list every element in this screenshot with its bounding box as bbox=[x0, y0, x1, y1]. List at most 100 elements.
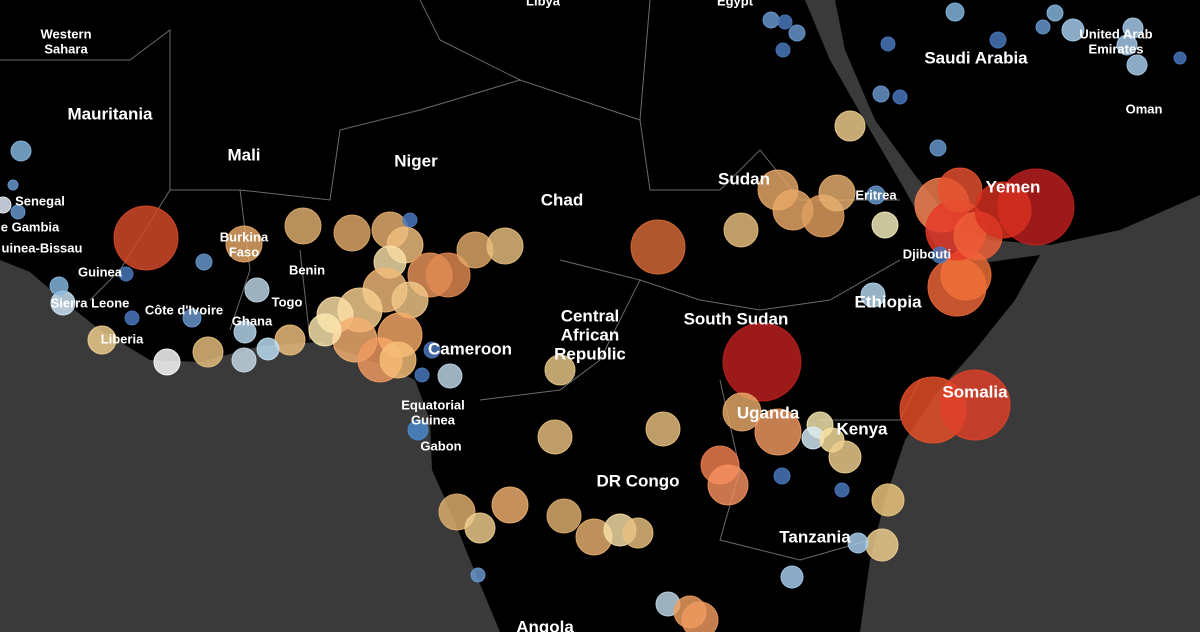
bubble bbox=[989, 31, 1007, 49]
place-label: Oman bbox=[1126, 101, 1163, 116]
bubble bbox=[470, 567, 486, 583]
place-label: Togo bbox=[272, 294, 303, 309]
bubble bbox=[871, 211, 899, 239]
bubble bbox=[788, 24, 806, 42]
bubble bbox=[722, 322, 802, 402]
place-label: Benin bbox=[289, 262, 325, 277]
bubble bbox=[681, 601, 719, 632]
bubble bbox=[754, 408, 802, 456]
bubble bbox=[762, 11, 780, 29]
place-label: Burkina bbox=[220, 229, 269, 244]
place-label: Uganda bbox=[737, 403, 800, 422]
bubble bbox=[423, 341, 441, 359]
place-label: Chad bbox=[541, 190, 584, 209]
place-label: Yemen bbox=[986, 177, 1041, 196]
place-label: Niger bbox=[394, 151, 438, 170]
place-label: Libya bbox=[526, 0, 561, 8]
bubble bbox=[391, 281, 429, 319]
place-label: Mali bbox=[227, 145, 260, 164]
bubble bbox=[0, 196, 12, 214]
bubble bbox=[491, 486, 529, 524]
bubble bbox=[407, 419, 429, 441]
bubble bbox=[544, 354, 576, 386]
place-label: Central bbox=[561, 306, 620, 325]
bubble bbox=[1061, 18, 1085, 42]
bubble bbox=[828, 440, 862, 474]
bubble bbox=[379, 341, 417, 379]
place-label: United Arab bbox=[1079, 26, 1152, 41]
place-label: Emirates bbox=[1089, 41, 1144, 56]
bubble bbox=[1046, 4, 1064, 22]
place-label: Sierra Leone bbox=[51, 295, 130, 310]
bubble bbox=[274, 324, 306, 356]
place-label: Angola bbox=[516, 617, 574, 632]
bubble bbox=[425, 252, 471, 298]
bubble bbox=[834, 110, 866, 142]
bubble bbox=[834, 482, 850, 498]
place-label: Eritrea bbox=[855, 187, 897, 202]
bubble bbox=[231, 347, 257, 373]
bubble bbox=[892, 89, 908, 105]
bubble bbox=[402, 212, 418, 228]
place-label: Senegal bbox=[15, 193, 65, 208]
place-label: Mauritania bbox=[67, 104, 153, 123]
bubble bbox=[865, 528, 899, 562]
place-label: African bbox=[561, 325, 620, 344]
bubble bbox=[49, 276, 69, 296]
bubble bbox=[10, 140, 32, 162]
place-label: Republic bbox=[554, 344, 626, 363]
bubble bbox=[308, 313, 342, 347]
bubble bbox=[233, 320, 257, 344]
place-label: Liberia bbox=[101, 331, 144, 346]
place-label: Cameroon bbox=[428, 339, 512, 358]
place-label: Guinea bbox=[78, 264, 123, 279]
bubble bbox=[546, 498, 582, 534]
bubble bbox=[414, 367, 430, 383]
bubble bbox=[225, 225, 263, 263]
bubble bbox=[939, 369, 1011, 441]
bubble bbox=[256, 337, 280, 361]
place-label: Guinea bbox=[411, 412, 456, 427]
place-label: Kenya bbox=[836, 419, 888, 438]
place-label: Somalia bbox=[942, 382, 1008, 401]
bubble bbox=[847, 532, 869, 554]
place-label: Tanzania bbox=[779, 527, 851, 546]
bubble bbox=[153, 348, 181, 376]
place-label: Equatorial bbox=[401, 397, 465, 412]
bubble bbox=[866, 185, 886, 205]
bubble bbox=[87, 325, 117, 355]
bubble bbox=[537, 419, 573, 455]
bubble bbox=[182, 308, 202, 328]
bubble bbox=[284, 207, 322, 245]
place-label: DR Congo bbox=[596, 471, 679, 490]
bubble bbox=[645, 411, 681, 447]
place-label: uinea-Bissau bbox=[2, 240, 83, 255]
bubble bbox=[937, 167, 983, 213]
place-label: Côte d'Ivoire bbox=[145, 302, 223, 317]
bubble bbox=[723, 212, 759, 248]
bubble bbox=[775, 42, 791, 58]
bubble bbox=[195, 253, 213, 271]
bubble bbox=[7, 179, 19, 191]
bubble bbox=[124, 310, 140, 326]
bubble bbox=[630, 219, 686, 275]
bubble bbox=[929, 139, 947, 157]
bubble bbox=[118, 266, 134, 282]
bubble bbox=[1173, 51, 1187, 65]
bubble bbox=[1116, 34, 1138, 56]
place-label: Sahara bbox=[44, 41, 88, 56]
bubble bbox=[872, 85, 890, 103]
place-label: Gabon bbox=[420, 438, 461, 453]
bubble bbox=[464, 512, 496, 544]
place-label: Djibouti bbox=[903, 246, 951, 261]
bubble bbox=[860, 282, 886, 308]
place-label: Ethiopia bbox=[854, 292, 922, 311]
place-label: Western bbox=[40, 26, 91, 41]
bubble bbox=[437, 363, 463, 389]
bubble bbox=[244, 277, 270, 303]
bubble bbox=[773, 467, 791, 485]
bubble bbox=[931, 246, 949, 264]
